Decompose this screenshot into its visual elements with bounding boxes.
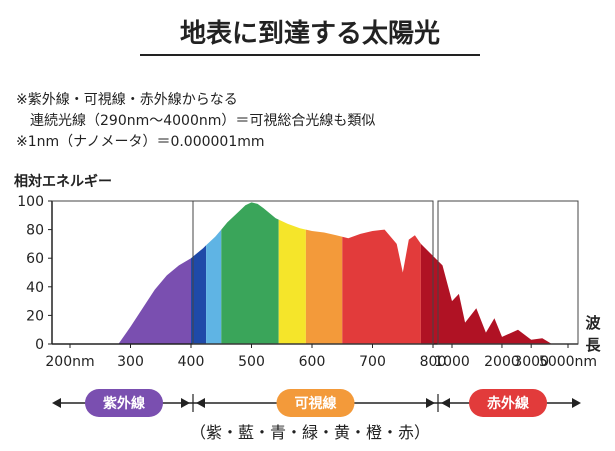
x-tick-label: 3000 — [513, 354, 549, 370]
arrow-ir-left — [441, 398, 450, 408]
spectrum-bands — [118, 202, 421, 344]
arrow-left-end — [52, 398, 61, 408]
band-緑 — [221, 202, 279, 344]
band-黄 — [278, 219, 306, 344]
region-arrows: 紫外線 可視線 赤外線 — [52, 389, 581, 417]
x-tick-label: 400 — [178, 354, 205, 370]
colors-caption: （紫・藍・青・緑・黄・橙・赤） — [190, 423, 430, 442]
x-tick-label: 1000 — [434, 354, 470, 370]
x-axis-label-char-1: 波 — [585, 314, 601, 332]
region-label-0: 紫外線 — [103, 395, 145, 412]
region-pill-2 — [469, 389, 547, 417]
y-axis-label: 相対エネルギー — [14, 173, 112, 190]
band-赤 — [342, 229, 421, 344]
visible-frame — [192, 200, 434, 345]
region-label-2: 赤外線 — [487, 395, 529, 412]
x-axis-label-char-2: 長 — [585, 336, 601, 354]
x-tick-label: 200nm — [45, 354, 94, 370]
arrow-vis-right — [426, 398, 435, 408]
plot-frames — [51, 200, 579, 345]
note-line-2: 連続光線（290nm〜4000nm）＝可視総合光線も類似 — [30, 112, 375, 129]
band-橙 — [305, 229, 343, 344]
x-tick-label: 800 — [420, 354, 447, 370]
y-tick-label: 0 — [35, 337, 44, 353]
y-tick-label: 20 — [26, 308, 44, 324]
y-ticks: 0 20 40 60 80 100 — [17, 194, 52, 353]
region-label-1: 可視線 — [295, 395, 337, 412]
infrared-frame — [437, 200, 579, 345]
arrow-vis-left — [196, 398, 205, 408]
x-tick-label: 700 — [359, 354, 386, 370]
band-藍 — [191, 245, 207, 344]
note-line-3: ※1nm（ナノメータ）＝0.000001mm — [16, 134, 265, 150]
x-tick-label: 500 — [238, 354, 265, 370]
region-pill-1 — [276, 389, 355, 417]
x-tick-label: 600 — [299, 354, 326, 370]
infrared-area — [420, 243, 552, 344]
band-青 — [206, 229, 222, 344]
infrared-curve — [420, 243, 552, 344]
x-tick-label: 5000nm — [539, 354, 597, 370]
region-pill-0 — [85, 389, 163, 417]
page-title: 地表に到達する太陽光 — [180, 19, 440, 49]
arrow-right-end — [572, 398, 581, 408]
x-tick-label: 300 — [117, 354, 144, 370]
arrow-uv-right — [181, 398, 190, 408]
y-tick-label: 100 — [17, 194, 44, 210]
band-紫 — [118, 258, 191, 344]
y-tick-label: 40 — [26, 280, 44, 296]
y-tick-label: 60 — [26, 251, 44, 267]
y-tick-label: 80 — [26, 223, 44, 239]
note-line-1: ※紫外線・可視線・赤外線からなる — [16, 92, 238, 108]
x-tick-label: 2000 — [484, 354, 520, 370]
